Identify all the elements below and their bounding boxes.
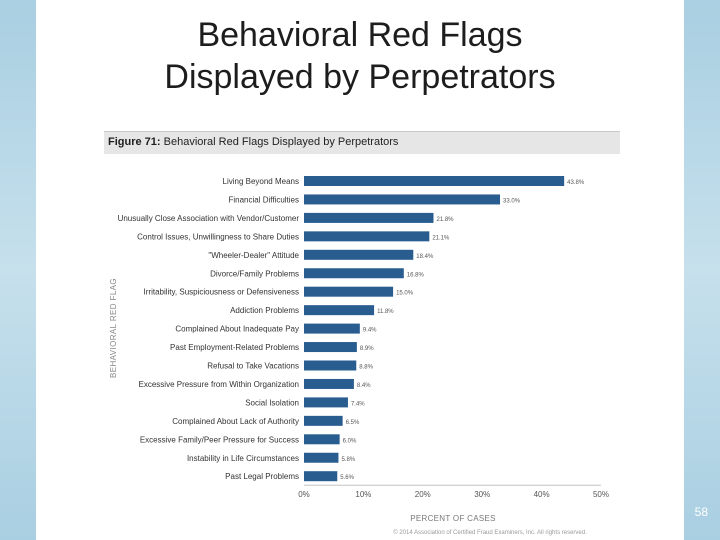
- value-label: 21.1%: [432, 235, 450, 241]
- category-label: Control Issues, Unwillingness to Share D…: [137, 232, 299, 241]
- bar: [304, 176, 565, 186]
- category-label: Instability in Life Circumstances: [187, 454, 299, 463]
- bar: [304, 249, 414, 260]
- x-tick-label: 30%: [474, 490, 490, 499]
- bar: [304, 286, 394, 297]
- bar: [304, 360, 357, 371]
- bar: [304, 212, 434, 223]
- bar: [304, 305, 375, 316]
- x-tick-label: 0%: [298, 490, 310, 499]
- category-label: Past Legal Problems: [225, 472, 299, 481]
- value-label: 43.8%: [567, 180, 585, 186]
- category-label: Irritability, Suspiciousness or Defensiv…: [144, 288, 299, 297]
- value-label: 18.4%: [416, 254, 434, 260]
- x-axis-label: PERCENT OF CASES: [410, 514, 496, 523]
- bar: [304, 231, 430, 242]
- category-label: Addiction Problems: [230, 306, 299, 315]
- copyright-notice: © 2014 Association of Certified Fraud Ex…: [393, 529, 587, 536]
- category-label: Divorce/Family Problems: [210, 269, 299, 278]
- bar: [304, 397, 348, 408]
- slide-title-line-2: Displayed by Perpetrators: [164, 58, 556, 96]
- category-label: Living Beyond Means: [223, 177, 300, 186]
- bar: [304, 434, 340, 445]
- slide-title: Behavioral Red Flags Displayed by Perpet…: [36, 14, 684, 98]
- category-label: Complained About Inadequate Pay: [175, 325, 299, 334]
- x-tick-label: 10%: [355, 490, 371, 499]
- value-label: 5.6%: [340, 475, 354, 481]
- value-label: 8.4%: [357, 383, 371, 389]
- right-decorative-band: [684, 0, 720, 540]
- value-label: 7.4%: [351, 401, 365, 407]
- bar: [304, 378, 354, 389]
- category-label: Unusually Close Association with Vendor/…: [118, 214, 300, 223]
- value-label: 8.8%: [359, 365, 373, 371]
- value-label: 6.0%: [343, 438, 357, 444]
- figure-header: Figure 71: Behavioral Red Flags Displaye…: [104, 131, 620, 154]
- bar: [304, 471, 338, 482]
- value-label: 33.0%: [503, 198, 521, 204]
- figure-title: Behavioral Red Flags Displayed by Perpet…: [163, 136, 399, 148]
- category-label: Social Isolation: [245, 398, 299, 407]
- value-label: 21.8%: [436, 217, 454, 223]
- bar: [304, 452, 339, 463]
- category-label: Complained About Lack of Authority: [172, 417, 299, 426]
- category-label: Excessive Pressure from Within Organizat…: [139, 380, 300, 389]
- x-tick-label: 20%: [415, 490, 431, 499]
- value-label: 6.5%: [346, 420, 360, 426]
- x-tick-label: 40%: [534, 490, 550, 499]
- x-tick-label: 50%: [593, 490, 609, 499]
- bar: [304, 323, 360, 334]
- value-label: 5.8%: [341, 457, 355, 463]
- slide-title-line-1: Behavioral Red Flags: [197, 16, 523, 54]
- value-label: 15.0%: [396, 291, 414, 297]
- bar: [304, 415, 343, 426]
- bar: [304, 268, 404, 279]
- value-label: 16.8%: [407, 272, 425, 278]
- bar: [304, 342, 357, 353]
- category-label: Financial Difficulties: [228, 195, 299, 204]
- y-axis-label: BEHAVIORAL RED FLAG: [109, 278, 118, 378]
- category-label: "Wheeler-Dealer" Attitude: [208, 251, 299, 260]
- value-label: 9.4%: [363, 328, 377, 334]
- category-label: Excessive Family/Peer Pressure for Succe…: [140, 435, 299, 444]
- left-decorative-band: [0, 0, 36, 540]
- value-label: 8.9%: [360, 346, 374, 352]
- slide: Behavioral Red Flags Displayed by Perpet…: [36, 0, 684, 540]
- category-label: Past Employment-Related Problems: [170, 343, 299, 352]
- figure-caption: Figure 71: Behavioral Red Flags Displaye…: [108, 136, 398, 148]
- bar: [304, 194, 501, 205]
- page-number: 58: [694, 505, 708, 519]
- figure-label: Figure 71:: [108, 136, 161, 148]
- category-label: Refusal to Take Vacations: [207, 362, 299, 371]
- value-label: 11.8%: [377, 309, 394, 315]
